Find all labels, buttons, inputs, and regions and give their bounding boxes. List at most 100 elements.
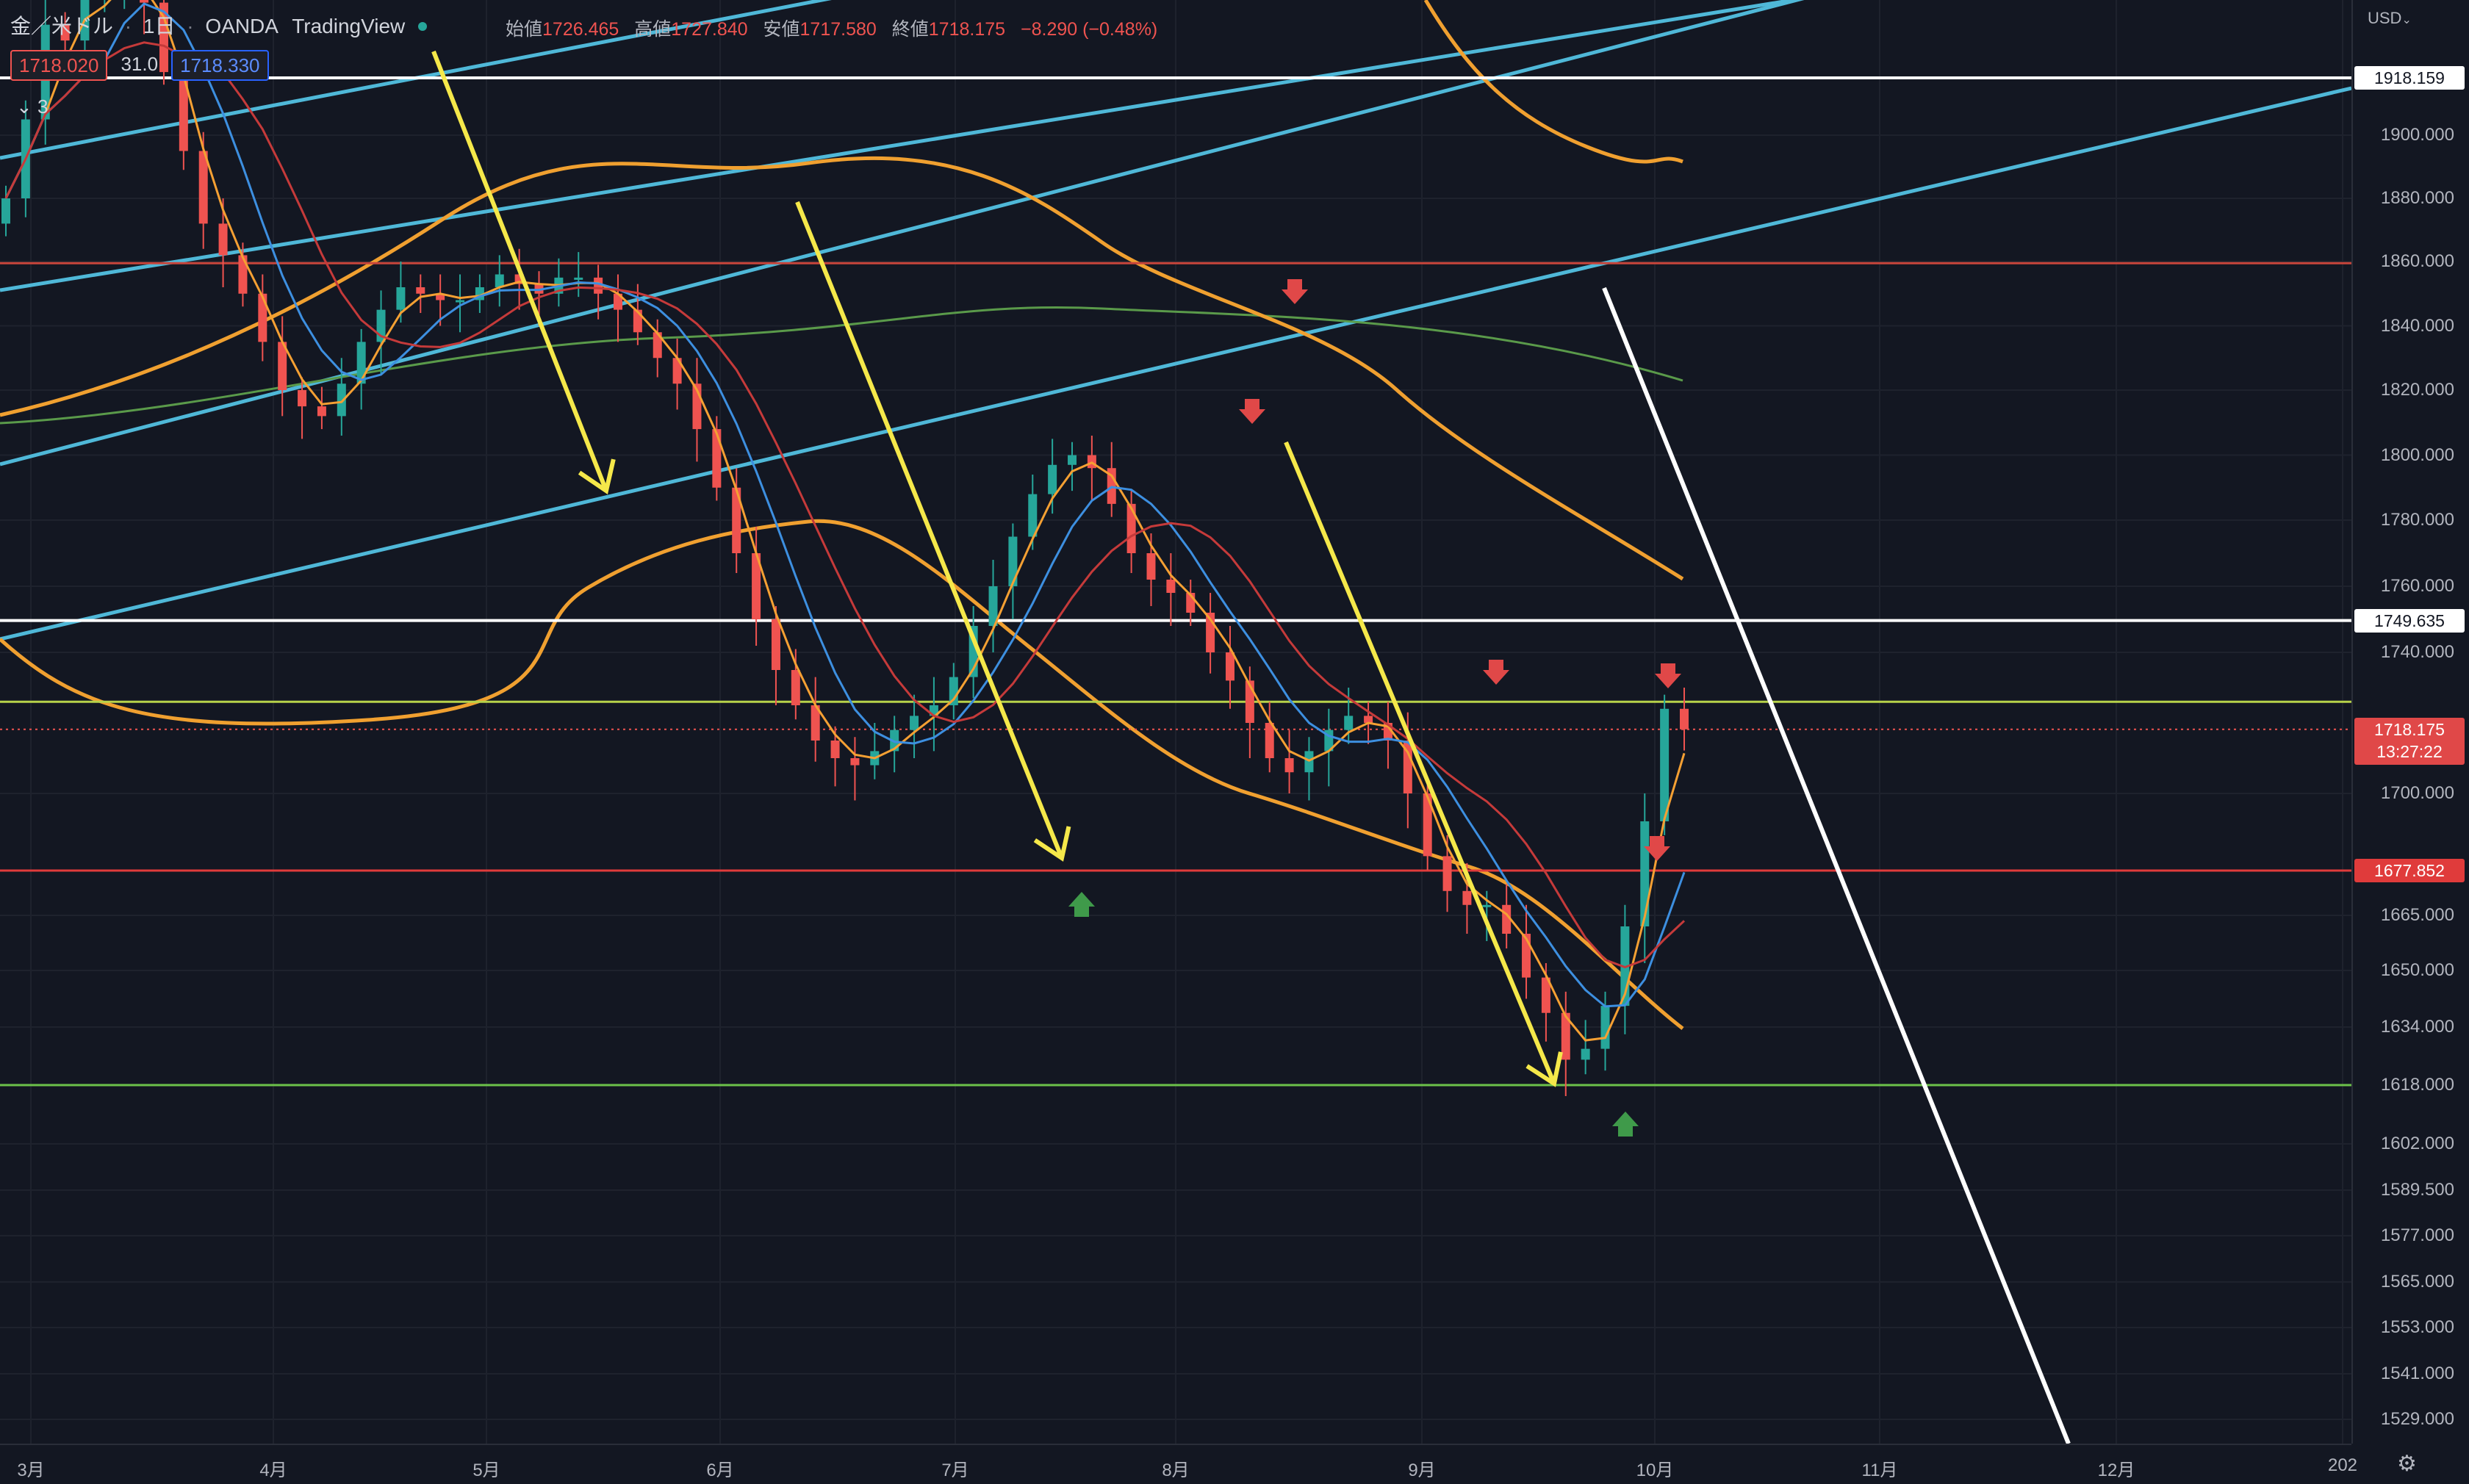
currency-label: USD <box>2368 9 2402 27</box>
hidden-indicator-count: 3 <box>37 96 48 118</box>
envelope-upper-2 <box>1423 0 1683 164</box>
channel-line <box>0 86 2351 641</box>
current-price-value: 1718.175 <box>2374 719 2445 739</box>
buy-signal-icon <box>1068 892 1095 917</box>
candle-body <box>594 277 603 294</box>
channel-line <box>0 0 832 160</box>
month-label: 4月 <box>259 1460 287 1480</box>
month-label: 5月 <box>472 1460 500 1480</box>
sell-signal-icon <box>1655 663 1681 688</box>
bid-ask-row: 1718.020 31.0 1718.330 <box>10 50 275 81</box>
candle-body <box>218 223 228 256</box>
candle-body <box>732 487 741 553</box>
envelope-lower <box>0 519 1684 1030</box>
low-value: 1717.580 <box>799 19 877 40</box>
candle-body <box>771 619 780 670</box>
symbol-name[interactable]: 金／米ドル <box>10 15 114 37</box>
sell-signal-icon <box>1644 836 1670 861</box>
trend-arrow-head <box>578 458 616 494</box>
month-label: 9月 <box>1408 1460 1436 1480</box>
candle-body <box>356 342 366 384</box>
candle-body <box>613 293 622 310</box>
price-tick: 1860.000 <box>2380 251 2454 271</box>
price-tick: 1840.000 <box>2380 315 2454 336</box>
low-label: 安値 <box>763 19 800 40</box>
sell-signal-icon <box>1483 660 1509 685</box>
close-value: 1718.175 <box>928 19 1006 40</box>
candle-body <box>1344 716 1354 730</box>
sell-signal-icon <box>1282 279 1308 304</box>
legend-separator: · <box>124 15 132 37</box>
candle-body <box>1680 708 1689 730</box>
candle-body <box>1541 977 1550 1013</box>
candle-body <box>238 255 248 294</box>
candle-body <box>1126 503 1136 553</box>
time-axis[interactable]: 3月 4月 5月 6月 7月 8月 9月 10月 11月 12月 202 <box>0 1444 2357 1484</box>
price-tick: 1820.000 <box>2380 380 2454 400</box>
price-tick: 1529.000 <box>2380 1409 2454 1429</box>
bar-countdown: 13:27:22 <box>2376 741 2443 761</box>
chart-pane[interactable] <box>0 0 2351 1444</box>
price-tick: 1800.000 <box>2380 444 2454 465</box>
candle-body <box>1008 536 1018 586</box>
trend-arrow-head <box>1033 826 1071 862</box>
candle-body <box>298 390 307 407</box>
ma-mid-line <box>4 2 1686 1008</box>
indicators-collapse-toggle[interactable]: ⌄ 3 <box>16 96 48 118</box>
trend-arrow <box>1284 441 1556 1085</box>
trend-arrow <box>431 50 608 492</box>
change-value: −8.290 (−0.48%) <box>1021 19 1158 40</box>
candle-body <box>949 677 958 705</box>
candle-body <box>910 716 919 730</box>
month-label: 7月 <box>941 1460 969 1480</box>
candle-body <box>1265 723 1274 758</box>
candle-body <box>811 705 820 741</box>
price-tick: 1618.000 <box>2380 1075 2454 1095</box>
interval-label[interactable]: 1日 <box>143 15 176 37</box>
buy-price-button[interactable]: 1718.330 <box>171 50 269 81</box>
candle-body <box>1561 1012 1570 1060</box>
candle-body <box>1 198 10 224</box>
sell-signal-icon <box>1239 399 1265 424</box>
currency-selector[interactable]: USD⌄ <box>2368 9 2412 28</box>
gear-icon[interactable]: ⚙ <box>2397 1452 2417 1476</box>
price-level-label: 1749.635 <box>2354 608 2465 633</box>
candle-body <box>140 0 149 3</box>
candle-body <box>1442 856 1452 891</box>
candle-body <box>495 274 504 287</box>
ohlc-values: 始値1726.465 高値1727.840 安値1717.580 終値1718.… <box>506 15 1168 41</box>
channel-line <box>0 0 1805 467</box>
price-tick: 1880.000 <box>2380 188 2454 208</box>
candle-body <box>1640 821 1650 926</box>
candle-body <box>436 293 445 300</box>
candle-body <box>1284 758 1294 773</box>
price-tick: 1650.000 <box>2380 960 2454 980</box>
ma-slow-line <box>4 41 1686 969</box>
candle-body <box>1462 890 1472 905</box>
sell-price-button[interactable]: 1718.020 <box>10 50 108 81</box>
month-label: 3月 <box>17 1460 45 1480</box>
month-label: 11月 <box>1861 1460 1898 1480</box>
price-tick: 1565.000 <box>2380 1272 2454 1292</box>
candle-body <box>456 300 465 303</box>
candle-body <box>1403 741 1412 793</box>
candle-body <box>672 358 682 384</box>
candle-body <box>396 287 406 310</box>
white-trendline <box>1602 287 2071 1444</box>
candle-body <box>1364 716 1373 723</box>
platform-label: TradingView <box>292 15 406 37</box>
candle-body <box>317 406 326 417</box>
candle-body <box>791 670 800 705</box>
candle-body <box>1423 793 1432 857</box>
month-label: 8月 <box>1162 1460 1190 1480</box>
candle-body <box>574 277 583 280</box>
chart-canvas[interactable] <box>0 0 2351 1444</box>
candle-body <box>1482 904 1492 907</box>
candle-body <box>653 332 662 359</box>
candle-body <box>1166 580 1176 593</box>
candle-body <box>1225 652 1234 681</box>
current-price-label: 1718.175 13:27:22 <box>2354 717 2465 765</box>
chevron-down-icon: ⌄ <box>2401 14 2412 26</box>
trend-arrow-head <box>1525 1051 1563 1087</box>
candle-body <box>1028 494 1038 537</box>
